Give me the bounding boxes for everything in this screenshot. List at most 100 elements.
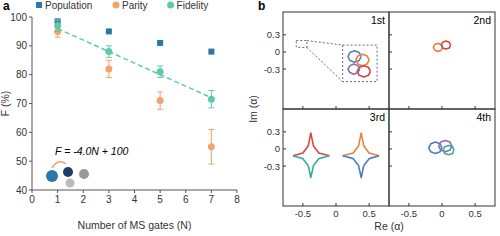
panel-a: a405060708090100012345678Number of MS ga… — [0, 0, 240, 231]
x-tick — [185, 190, 186, 193]
legend-marker — [36, 2, 42, 8]
y-tick-label: -0.3 — [264, 64, 280, 75]
subplot: 1st-0.300.3 — [264, 12, 389, 109]
x-tick — [160, 190, 161, 193]
error-cap — [208, 129, 214, 130]
x-tick — [237, 190, 238, 193]
point — [208, 143, 215, 150]
y-tick — [389, 69, 392, 70]
error-cap — [157, 77, 163, 78]
trajectory — [348, 51, 361, 62]
x-tick-label: 7 — [209, 194, 215, 205]
error-cap — [157, 91, 163, 92]
y-tick — [389, 148, 392, 149]
error-cap — [55, 31, 61, 32]
y-tick — [29, 45, 32, 46]
x-tick — [475, 203, 476, 206]
subplot-frame — [283, 109, 389, 206]
plot-area — [433, 41, 450, 51]
x-tick — [369, 203, 370, 206]
y-tick — [389, 34, 392, 35]
legend-label: Population — [45, 0, 92, 11]
error-cap — [208, 107, 214, 108]
point — [54, 22, 61, 29]
x-axis-label: Number of MS gates (N) — [78, 219, 192, 231]
y-tick — [283, 34, 286, 35]
y-tick-label: 100 — [10, 12, 27, 23]
y-tick-label: 40 — [16, 185, 28, 196]
x-tick-label: 3 — [106, 194, 112, 205]
trajectory — [348, 64, 360, 74]
y-tick — [29, 103, 32, 104]
error-bar — [208, 129, 214, 164]
y-tick-label: 90 — [16, 40, 28, 51]
error-bar — [157, 92, 163, 109]
subplot-title: 4th — [476, 111, 491, 123]
x-tick-label: -0.5 — [401, 208, 417, 219]
y-tick — [283, 131, 286, 132]
trajectory — [343, 133, 379, 156]
legend-marker — [113, 2, 120, 9]
y-tick-label: 80 — [16, 69, 28, 80]
point — [208, 96, 215, 103]
x-tick-label: 0 — [29, 194, 35, 205]
subplot-frame — [389, 109, 495, 206]
ion — [46, 170, 58, 182]
y-tick — [29, 74, 32, 75]
x-tick-label: 5 — [157, 194, 163, 205]
point — [157, 97, 164, 104]
y-tick-label: 0 — [275, 143, 280, 154]
x-tick — [134, 190, 135, 193]
plot-area — [293, 133, 379, 178]
legend-label: Fidelity — [177, 0, 209, 11]
y-tick-label: 0 — [275, 46, 280, 57]
x-tick — [57, 190, 58, 193]
panel-b: bRe (α)Im (α)1st-0.300.32nd3rd-0.500.5-0… — [247, 0, 495, 232]
point — [208, 49, 214, 55]
y-tick — [283, 148, 286, 149]
y-tick-label: -0.3 — [264, 161, 280, 172]
error-bar — [208, 91, 214, 108]
zoom-line — [307, 41, 343, 46]
subplot-title: 1st — [371, 14, 385, 26]
error-cap — [106, 60, 112, 61]
y-tick — [29, 132, 32, 133]
x-tick-label: 0 — [333, 208, 338, 219]
y-tick — [283, 69, 286, 70]
error-cap — [106, 45, 112, 46]
legend-label: Parity — [122, 0, 148, 11]
x-tick — [211, 190, 212, 193]
x-tick — [336, 203, 337, 206]
subplot: 3rd-0.500.5-0.300.3 — [264, 109, 389, 219]
subplot-frame — [389, 12, 495, 109]
ion — [79, 169, 89, 179]
error-cap — [106, 77, 112, 78]
zoom-box — [296, 41, 307, 48]
x-tick-label: 8 — [234, 194, 240, 205]
y-axis-label: F (%) — [0, 91, 11, 117]
error-bar — [106, 60, 112, 77]
zoom-box — [343, 45, 377, 82]
ion-icon — [46, 162, 89, 188]
trajectory — [356, 54, 369, 65]
arrow — [52, 162, 66, 168]
panel-label: b — [258, 0, 265, 13]
y-tick — [389, 131, 392, 132]
x-tick-label: 4 — [132, 194, 138, 205]
y-tick — [389, 166, 392, 167]
plot-area — [429, 140, 454, 154]
panel-label: a — [3, 0, 10, 13]
y-tick — [29, 17, 32, 18]
y-tick — [283, 166, 286, 167]
zoom-line — [307, 47, 343, 81]
x-tick-label: -0.5 — [295, 208, 311, 219]
annotation: F = -4.0N + 100 — [55, 145, 129, 157]
error-cap — [106, 57, 112, 58]
legend-marker — [167, 2, 174, 9]
trajectory — [293, 156, 329, 178]
trajectory — [441, 41, 450, 49]
subplot: 2nd — [389, 12, 495, 109]
x-tick — [442, 203, 443, 206]
y-tick-label: 60 — [16, 127, 28, 138]
point — [106, 28, 112, 34]
